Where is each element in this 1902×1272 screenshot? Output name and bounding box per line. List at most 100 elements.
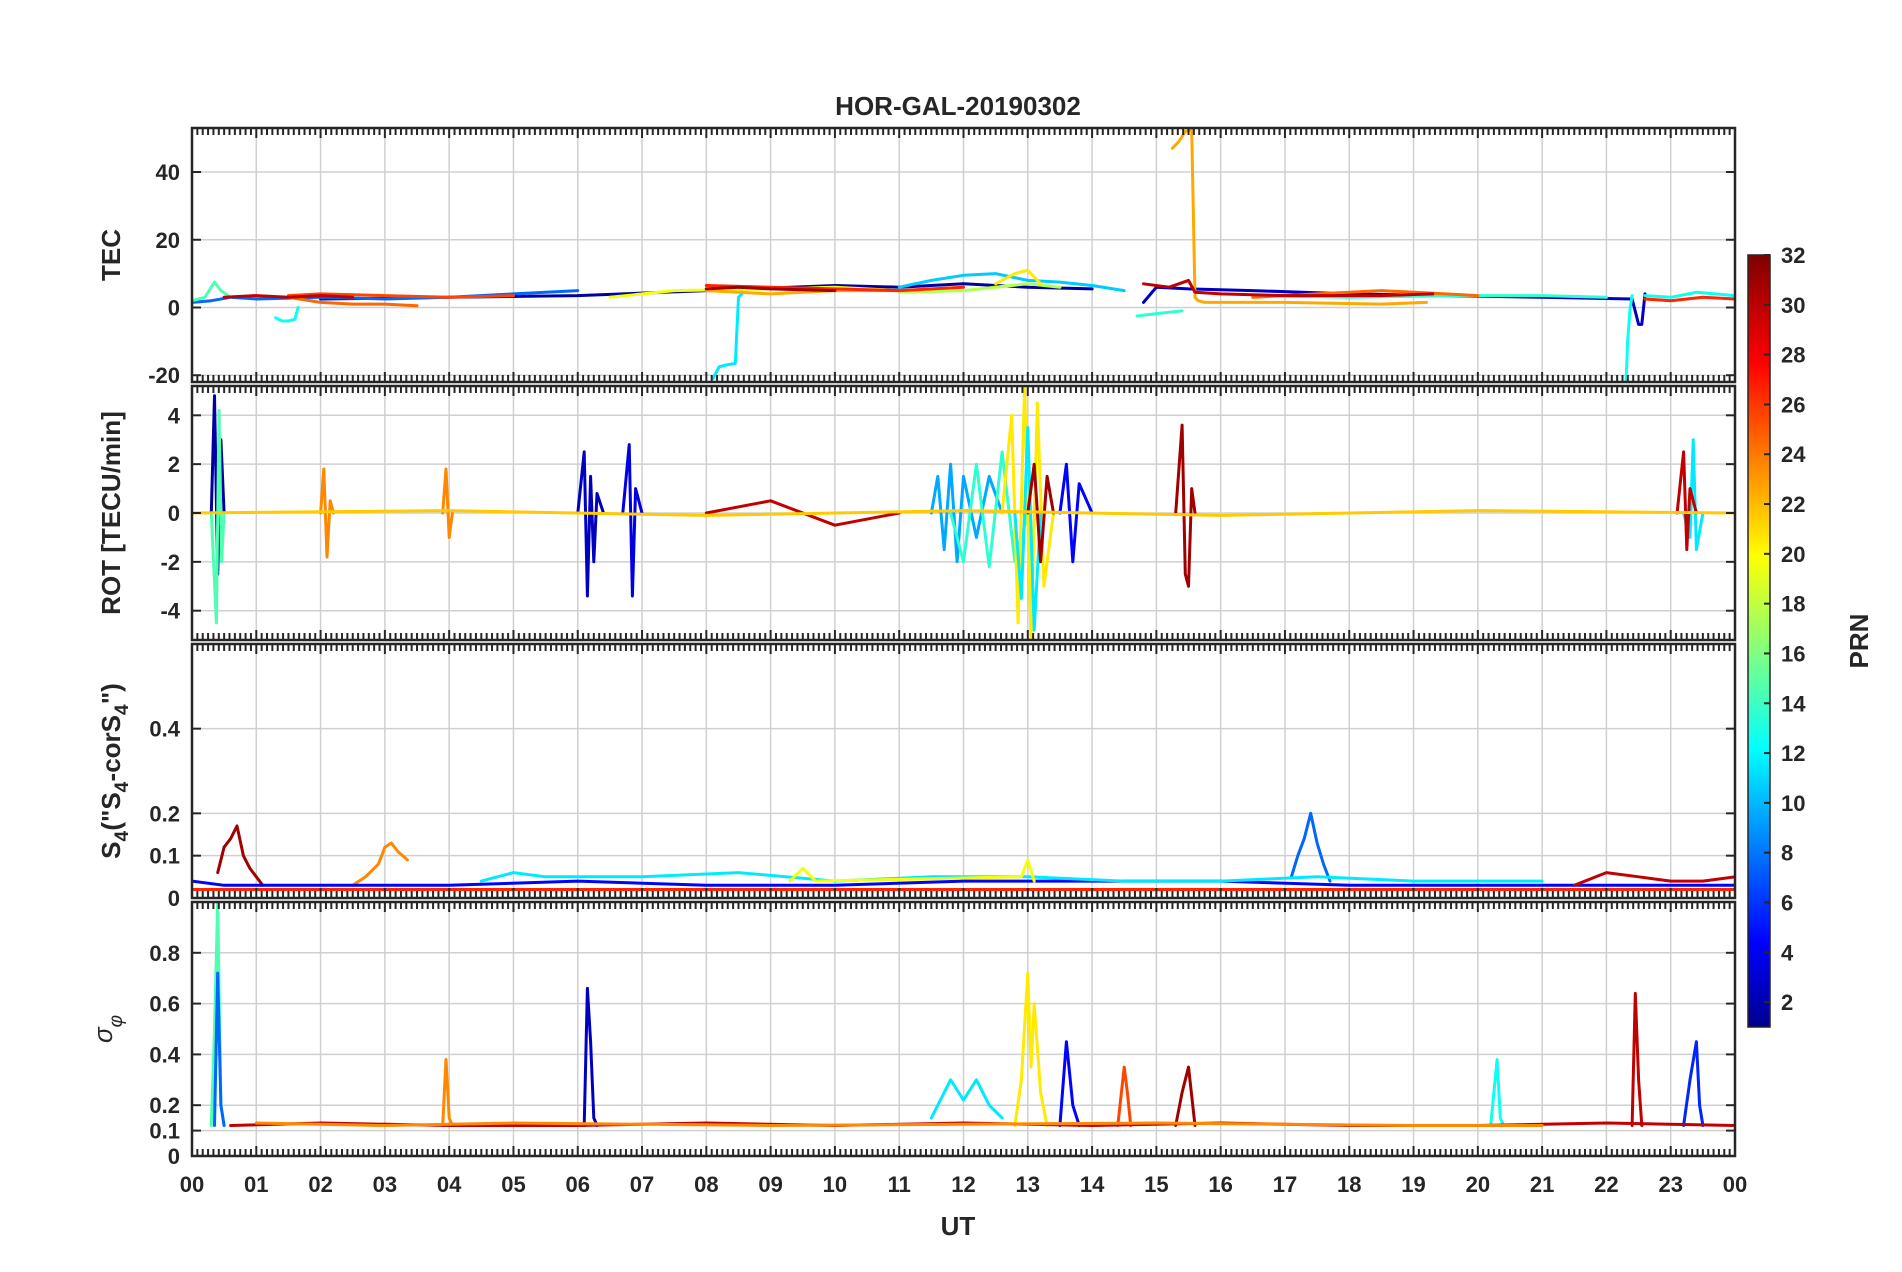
- colorbar-tick-label: 26: [1781, 392, 1805, 417]
- x-tick-label: 05: [501, 1172, 525, 1197]
- series-prn-18: [897, 282, 1062, 294]
- x-minor-ticks: [191, 644, 1736, 898]
- x-tick-label: 09: [758, 1172, 782, 1197]
- series-prn-12: [711, 292, 744, 381]
- x-tick-label: 03: [373, 1172, 397, 1197]
- series-prn-8: [213, 971, 226, 1127]
- colorbar-tick-label: 18: [1781, 592, 1805, 617]
- series-prn-8: [1289, 811, 1332, 883]
- x-tick-label: 21: [1530, 1172, 1554, 1197]
- series-prn-25: [286, 295, 419, 308]
- series-prn-22: [192, 509, 1735, 517]
- colorbar-gradient: [1748, 255, 1770, 1027]
- series-prn-12: [479, 871, 1544, 883]
- y-tick-label: 0: [168, 886, 180, 911]
- y-tick-label: -4: [160, 599, 180, 624]
- colorbar-tick-label: 2: [1781, 990, 1793, 1015]
- series-prn-10: [929, 462, 1004, 564]
- y-tick-label: 0.1: [149, 844, 180, 869]
- y-tick-label: 0.2: [149, 1093, 180, 1118]
- series-prn-3: [576, 450, 605, 598]
- x-tick-label: 18: [1337, 1172, 1361, 1197]
- series-prn-13: [1489, 1058, 1505, 1127]
- colorbar-tick-label: 14: [1781, 691, 1806, 716]
- series-prn-21: [1013, 971, 1049, 1127]
- x-tick-label: 20: [1466, 1172, 1490, 1197]
- series-prn-11: [897, 272, 1126, 293]
- colorbar-tick-label: 10: [1781, 791, 1805, 816]
- x-tick-label: 11: [888, 1172, 911, 1197]
- panel-sigma: 00.10.2 0.4 0.6 0.8 σφ: [88, 900, 1737, 1169]
- chart-title: HOR-GAL-20190302: [835, 91, 1081, 121]
- series-prn-14: [1135, 309, 1184, 318]
- panel-tec: -20 0 20 40 TEC: [96, 126, 1737, 388]
- x-tick-label: 00: [1723, 1172, 1747, 1197]
- series-prn-24: [351, 841, 409, 887]
- y-axis-label-rot: ROT [TECU/min]: [96, 411, 126, 615]
- x-tick-label: 23: [1658, 1172, 1682, 1197]
- series-prn-5: [1058, 1040, 1081, 1127]
- series-prn-13: [1624, 294, 1634, 382]
- series-prn-26: [1116, 1065, 1133, 1127]
- series-prn-12: [1013, 426, 1043, 632]
- colorbar-frame: [1747, 254, 1771, 1028]
- colorbar-tick-label: 30: [1781, 293, 1805, 318]
- series-prn-31: [216, 824, 265, 887]
- y-tick-label: 0.4: [149, 717, 180, 742]
- series-prn-21: [994, 268, 1043, 286]
- x-tick-label: 13: [1016, 1172, 1040, 1197]
- x-tick-label: 19: [1401, 1172, 1425, 1197]
- y-tick-label: 0.4: [149, 1042, 180, 1067]
- series-prn-23: [1170, 128, 1428, 306]
- y-tick-label: 2: [168, 452, 180, 477]
- series-group: [209, 902, 1735, 1127]
- series-prn-26: [286, 292, 515, 299]
- y-tick-label: 0.2: [149, 801, 180, 826]
- colorbar-tick-label: 16: [1781, 641, 1805, 666]
- colorbar-tick-label: 22: [1781, 492, 1805, 517]
- series-prn-6: [1682, 1040, 1705, 1127]
- series-prn-31: [1026, 462, 1055, 564]
- y-tick-label: 20: [156, 228, 180, 253]
- series-prn-31: [1174, 423, 1197, 588]
- series-prn-3: [582, 986, 599, 1127]
- series-prn-15: [209, 408, 226, 625]
- colorbar-tick-label: 28: [1781, 343, 1805, 368]
- x-tick-label: 02: [308, 1172, 332, 1197]
- series-prn-5: [1058, 462, 1094, 564]
- x-tick-label: 07: [630, 1172, 654, 1197]
- colorbar-tick-label: 20: [1781, 542, 1805, 567]
- colorbar-tick-label: 8: [1781, 841, 1793, 866]
- series-prn-24: [319, 467, 335, 559]
- colorbar-tick-label: 12: [1781, 741, 1805, 766]
- y-axis-label-sigma: σφ: [88, 1015, 127, 1043]
- series-prn-27: [1643, 295, 1735, 303]
- x-tick-label: 10: [823, 1172, 847, 1197]
- series-prn-31: [704, 285, 837, 293]
- y-axis-label-tec: TEC: [96, 229, 126, 281]
- series-prn-24: [254, 1121, 1544, 1127]
- series-prn-30: [1675, 450, 1698, 552]
- y-tick-label: 0: [168, 1144, 180, 1169]
- colorbar-tick-label: 24: [1781, 442, 1806, 467]
- series-group: [192, 386, 1735, 640]
- y-tick-label: 0.8: [149, 941, 180, 966]
- series-prn-31: [1174, 1065, 1197, 1127]
- x-tick-label: 15: [1144, 1172, 1168, 1197]
- series-prn-30: [222, 294, 355, 299]
- y-tick-label: 0: [168, 295, 180, 320]
- x-tick-label: 01: [244, 1172, 268, 1197]
- y-tick-label: 4: [168, 403, 181, 428]
- series-prn-13: [1643, 290, 1735, 299]
- series-prn-30: [1572, 871, 1735, 887]
- x-tick-label: 06: [566, 1172, 590, 1197]
- x-tick-label: 22: [1594, 1172, 1618, 1197]
- x-minor-ticks: [191, 902, 1736, 1156]
- series-prn-30: [1630, 991, 1644, 1127]
- series-prn-24: [441, 1058, 454, 1127]
- x-axis-label: UT: [941, 1211, 976, 1241]
- colorbar-tick-label: 32: [1781, 243, 1805, 268]
